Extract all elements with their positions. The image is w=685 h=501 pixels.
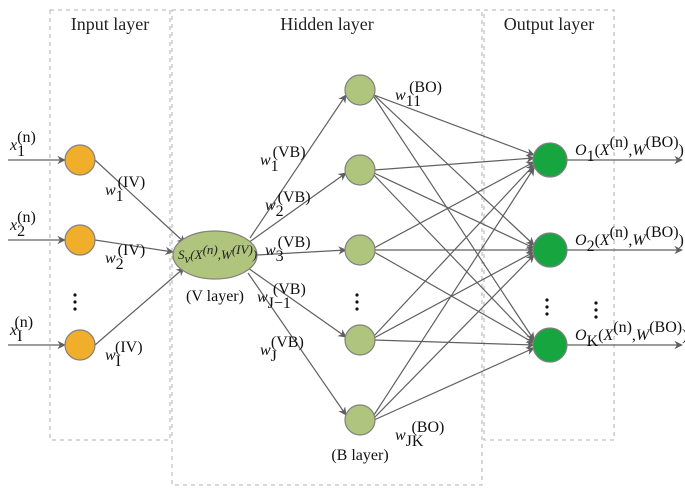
b-layer-caption: (B layer) <box>331 447 388 464</box>
header-output: Output layer <box>504 14 594 34</box>
w-iv-label: wI(IV) <box>105 339 143 370</box>
output-node <box>533 233 567 267</box>
layer-box-input <box>50 10 170 440</box>
edge <box>95 268 184 345</box>
header-hidden: Hidden layer <box>280 14 373 34</box>
edge <box>374 158 534 170</box>
v-layer-caption: (V layer) <box>186 288 244 305</box>
layer-box-output <box>484 10 614 440</box>
input-node <box>65 330 95 360</box>
edge <box>374 175 534 342</box>
edge <box>374 340 534 345</box>
w-bo-label: wJK(BO) <box>395 419 444 450</box>
x-label: x1(n) <box>9 129 36 160</box>
input-node <box>65 225 95 255</box>
w-vb-label: wJ(VB) <box>260 334 304 365</box>
edge <box>374 95 534 245</box>
output-node <box>533 143 567 177</box>
edge <box>374 97 534 340</box>
layer-headers: Input layer Hidden layer Output layer <box>71 14 594 34</box>
edge <box>374 255 534 418</box>
w-vb-label: w1(VB) <box>260 144 306 175</box>
ellipsis-dots <box>594 301 597 318</box>
w-vb-label: w2(VB) <box>265 189 311 220</box>
header-input: Input layer <box>71 14 149 34</box>
b-node <box>345 325 375 355</box>
labels: x1(n)x2(n)xI(n)w1(IV)w2(IV)wI(IV)w1(VB)w… <box>9 79 685 464</box>
output-node <box>533 328 567 362</box>
w-vb-label: w3(VB) <box>265 234 311 265</box>
b-node <box>345 405 375 435</box>
x-label: x2(n) <box>9 209 36 240</box>
input-node <box>65 145 95 175</box>
w-vb-label: wJ−1(VB) <box>257 281 306 312</box>
b-node <box>345 235 375 265</box>
w-iv-label: w2(IV) <box>105 242 145 273</box>
ellipsis-dots <box>545 298 548 315</box>
edge <box>374 95 534 155</box>
edge <box>374 348 534 420</box>
ellipsis-dots <box>73 293 76 310</box>
edge <box>248 173 346 243</box>
edge <box>374 173 534 248</box>
x-label: xI(n) <box>9 314 33 345</box>
b-node <box>345 155 375 185</box>
ellipsis-dots <box>355 293 358 310</box>
edge <box>374 252 534 338</box>
b-node <box>345 75 375 105</box>
edge <box>374 252 534 343</box>
